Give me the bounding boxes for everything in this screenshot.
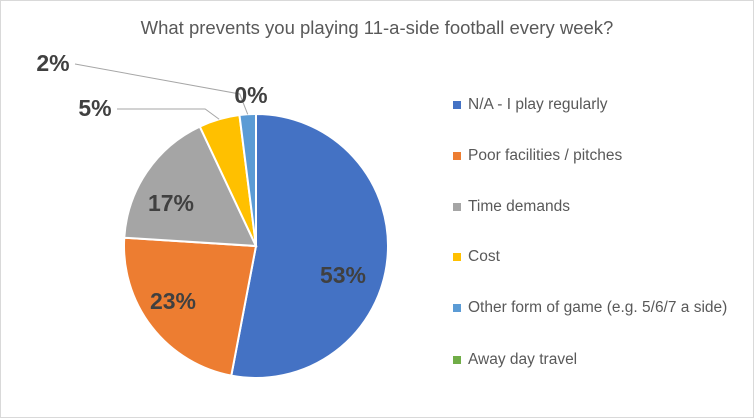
legend-item-other-form-of-game-e-g-5-6-7-a-side: Other form of game (e.g. 5/6/7 a side): [453, 298, 743, 318]
legend-item-cost: Cost: [453, 247, 743, 267]
pie-slice-poor-facilities-pitches: [123, 236, 258, 377]
leader-lines: [74, 63, 249, 120]
legend-swatch: [453, 304, 461, 312]
legend-item-away-day-travel: Away day travel: [453, 350, 743, 370]
data-label-cost: 5%: [78, 95, 111, 121]
legend-label: Cost: [468, 248, 500, 265]
legend-label: N/A - I play regularly: [468, 96, 608, 113]
data-label-away-day-travel: 0%: [234, 82, 267, 108]
legend-item-poor-facilities-pitches: Poor facilities / pitches: [453, 146, 743, 166]
pie-slice-n-a-i-play-regularly: [230, 112, 389, 379]
chart-title: What prevents you playing 11-a-side foot…: [140, 17, 614, 38]
data-label-poor-facilities-pitches: 23%: [150, 288, 196, 314]
pie-slice-other-form-of-game-e-g-5-6-7-a-side: [238, 112, 257, 247]
legend-swatch: [453, 203, 461, 211]
legend-swatch: [453, 356, 461, 364]
legend-item-n-a-i-play-regularly: N/A - I play regularly: [453, 95, 743, 115]
legend-label: Poor facilities / pitches: [468, 147, 623, 164]
legend-swatch: [453, 152, 461, 160]
legend-item-time-demands: Time demands: [453, 197, 743, 217]
leader-line-other-form-of-game-e-g-5-6-7-a-side: [74, 63, 249, 115]
data-label-n-a-i-play-regularly: 53%: [320, 262, 366, 288]
legend-label: Time demands: [468, 198, 570, 215]
data-label-time-demands: 17%: [148, 190, 194, 216]
legend-label: Away day travel: [468, 351, 578, 368]
pie-slices: [123, 112, 389, 379]
legend-label: Other form of game (e.g. 5/6/7 a side): [468, 299, 728, 316]
pie-slice-time-demands: [123, 125, 258, 248]
legend-swatch: [453, 253, 461, 261]
leader-line-cost: [117, 108, 220, 120]
legend-swatch: [453, 101, 461, 109]
data-label-other-form-of-game-e-g-5-6-7-a-side: 2%: [36, 50, 69, 76]
data-labels: 53% 23% 17% 5% 2% 0%: [36, 50, 366, 314]
